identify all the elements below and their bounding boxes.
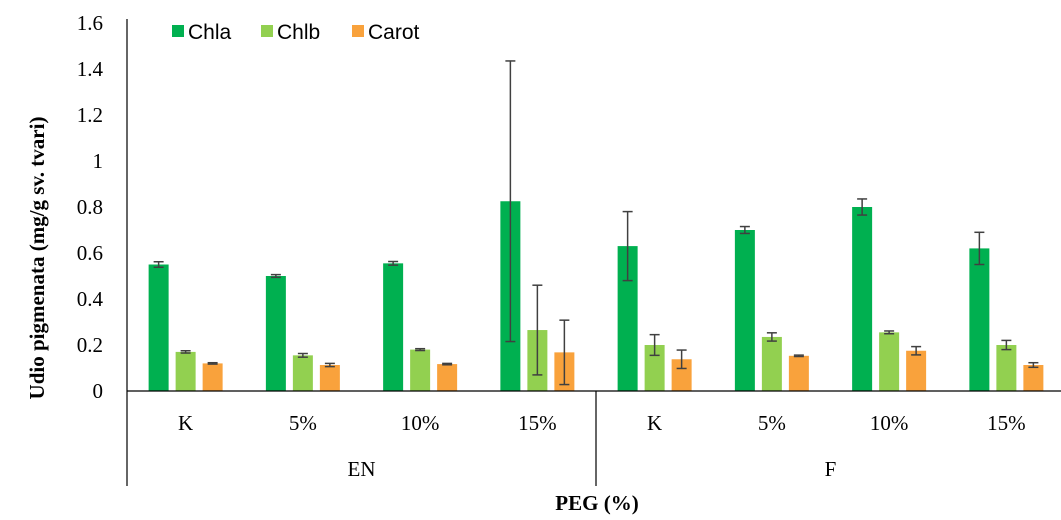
y-tick-label: 0.2 [77,333,103,357]
bar [996,345,1017,391]
x-category-label: 15% [987,411,1026,435]
bar [617,246,638,391]
legend-label: Chlb [277,21,320,44]
bar [788,355,809,391]
bar [319,365,340,391]
bar [148,264,169,391]
bar [906,350,927,391]
x-category-label: 10% [870,411,909,435]
y-axis-ticks: 0 0.2 0.4 0.6 0.8 1 1.2 1.4 1.6 [77,11,104,403]
y-tick-label: 1.6 [77,11,103,35]
y-tick-label: 1 [93,149,104,173]
error-bars [153,60,1039,386]
legend: Chla Chlb Carot [172,21,420,44]
y-tick-label: 0.6 [77,241,103,265]
y-tick-label: 0.8 [77,195,103,219]
bar [969,248,990,391]
legend-swatch [172,25,184,37]
bar [671,359,692,391]
bar [292,355,313,391]
y-tick-label: 0.4 [77,287,104,311]
x-category-label: 10% [401,411,440,435]
x-category-label: 5% [758,411,786,435]
bar [761,336,782,391]
bars [148,201,1044,391]
x-axis-title: PEG (%) [555,491,638,515]
legend-swatch [352,25,364,37]
legend-label: Chla [188,21,232,44]
bar [734,230,755,391]
x-category-label: 15% [518,411,557,435]
legend-swatch [261,25,273,37]
x-group-label: EN [348,457,376,481]
bar [1023,365,1044,391]
y-tick-label: 0 [93,379,104,403]
bar [202,363,223,391]
x-category-label: K [178,411,193,435]
axes [126,19,1061,486]
bar [265,276,286,391]
bar [852,207,873,391]
x-category-label: 5% [289,411,317,435]
bar [879,332,900,391]
bar [383,263,404,391]
legend-label: Carot [368,21,420,44]
x-category-label: K [647,411,662,435]
bar [437,364,458,391]
y-tick-label: 1.4 [77,57,104,81]
x-axis-labels: K 5% 10% 15% EN K 5% 10% 15% F [178,411,1026,481]
bar [410,349,431,391]
x-group-label: F [825,457,837,481]
bar [175,351,196,391]
y-axis-title: Udio pigmenata (mg/g sv. tvari) [25,117,49,400]
y-tick-label: 1.2 [77,103,103,127]
bar [644,345,665,391]
